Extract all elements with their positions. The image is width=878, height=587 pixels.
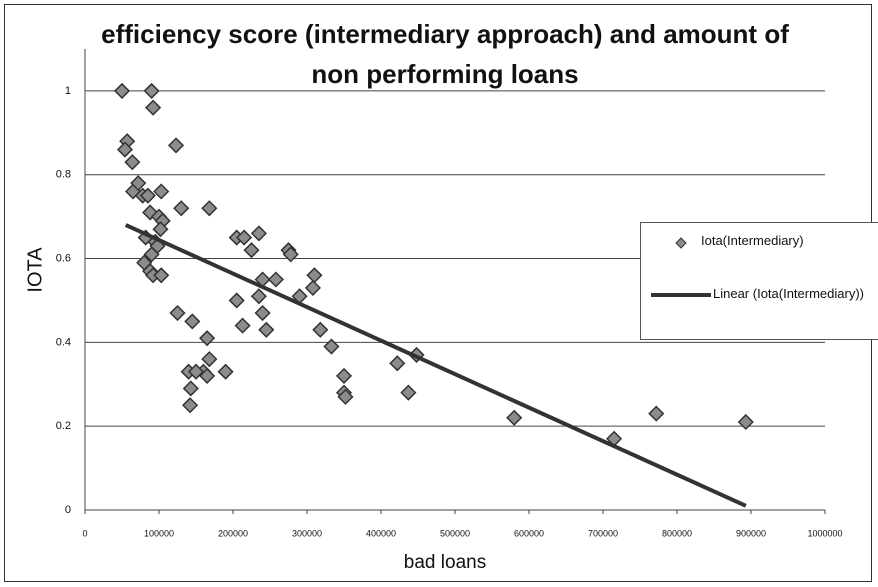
- point: [184, 313, 201, 330]
- point: [139, 187, 156, 204]
- y-tick-label: 0.6: [56, 252, 71, 264]
- point: [201, 351, 218, 368]
- chart-title: efficiency score (intermediary approach)…: [101, 19, 789, 89]
- point: [153, 267, 170, 284]
- y-tick-label: 0.4: [56, 336, 71, 348]
- x-tick-label: 300000: [292, 528, 322, 538]
- point: [173, 200, 190, 217]
- point: [312, 321, 329, 338]
- point: [152, 221, 169, 238]
- point: [199, 330, 216, 347]
- legend-marker: [675, 237, 687, 249]
- x-tick-label: 400000: [366, 528, 396, 538]
- point: [143, 246, 160, 263]
- legend: Iota(Intermediary) Linear (Iota(Intermed…: [640, 222, 878, 340]
- legend-label: Iota(Intermediary): [701, 233, 804, 248]
- point: [182, 380, 199, 397]
- point: [400, 384, 417, 401]
- x-tick-label: 500000: [440, 528, 470, 538]
- point: [282, 246, 299, 263]
- point: [506, 409, 523, 426]
- point: [201, 200, 218, 217]
- x-tick-label: 800000: [662, 528, 692, 538]
- x-axis-label: bad loans: [404, 552, 486, 573]
- point: [199, 367, 216, 384]
- point: [306, 267, 323, 284]
- point: [169, 304, 186, 322]
- x-tick-label: 0: [82, 528, 87, 538]
- point: [234, 317, 251, 334]
- point: [145, 99, 162, 116]
- x-tick-label: 900000: [736, 528, 766, 538]
- point: [243, 242, 260, 259]
- point: [254, 304, 271, 322]
- point: [124, 154, 141, 171]
- point: [389, 355, 406, 372]
- point: [335, 367, 353, 384]
- legend-label: Linear (Iota(Intermediary)): [713, 286, 864, 301]
- legend-marks: [651, 237, 711, 297]
- x-tick-label: 100000: [144, 528, 174, 538]
- point: [250, 288, 267, 305]
- point: [153, 183, 170, 200]
- point: [737, 413, 754, 431]
- point: [116, 141, 134, 158]
- x-tick-label: 600000: [514, 528, 544, 538]
- y-tick-label: 0.8: [56, 169, 71, 181]
- y-axis-label: IOTA: [24, 247, 46, 293]
- point: [337, 388, 354, 405]
- point: [187, 363, 205, 380]
- point: [167, 137, 185, 154]
- point: [267, 271, 284, 288]
- x-tick-label: 700000: [588, 528, 618, 538]
- point: [130, 175, 147, 192]
- y-tick-label: 0.2: [56, 420, 71, 432]
- point: [217, 363, 234, 380]
- x-tick-label: 1000000: [807, 528, 842, 538]
- point: [648, 405, 665, 422]
- point: [304, 279, 321, 296]
- x-tick-label: 200000: [218, 528, 248, 538]
- point: [258, 321, 275, 338]
- point: [113, 82, 131, 99]
- trend-line: [124, 223, 747, 508]
- point: [228, 292, 245, 309]
- point: [250, 225, 267, 242]
- point: [143, 82, 160, 99]
- point: [182, 397, 199, 414]
- point: [236, 229, 253, 246]
- point: [323, 338, 340, 355]
- y-tick-label: 0: [65, 504, 71, 516]
- y-tick-label: 1: [65, 85, 71, 97]
